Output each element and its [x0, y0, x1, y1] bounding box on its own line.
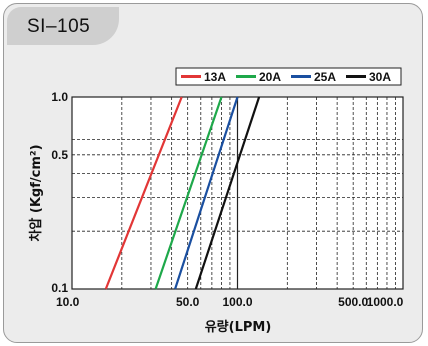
x-tick-label: 100.0 [222, 295, 252, 309]
legend-label-25A: 25A [314, 70, 336, 84]
legend-label-30A: 30A [369, 70, 391, 84]
series-line-30A [194, 96, 261, 290]
x-tick-label: 1000.0 [367, 295, 404, 309]
grid-lines [72, 97, 403, 289]
y-tick-label: 1.0 [51, 90, 68, 104]
series-line-20A [154, 96, 223, 290]
legend-box [175, 67, 402, 86]
legend: 13A 20A 25A 30A [175, 67, 402, 86]
model-label: SI–105 [27, 16, 91, 37]
y-axis-title: 차압 (Kgf/cm²) [28, 144, 44, 241]
series-lines [104, 96, 261, 290]
y-tick-label: 0.5 [51, 148, 68, 162]
x-tick-label: 10.0 [56, 295, 80, 309]
x-tick-label: 500.0 [338, 295, 368, 309]
series-line-13A [104, 96, 183, 290]
y-tick-label: 0.1 [51, 281, 68, 295]
x-axis-title: 유량(LPM) [205, 320, 272, 335]
model-tab: SI–105 [7, 7, 119, 45]
legend-label-20A: 20A [259, 70, 281, 84]
legend-label-13A: 13A [204, 70, 226, 84]
x-tick-label: 50.0 [176, 295, 200, 309]
series-line-25A [174, 96, 239, 290]
